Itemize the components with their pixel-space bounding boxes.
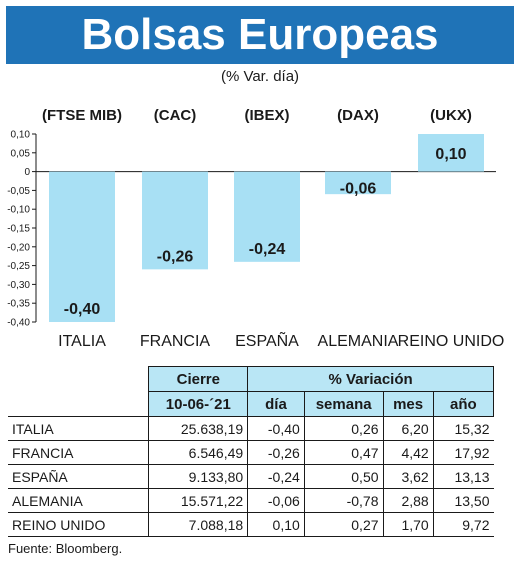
y-tick-label: -0,40 <box>7 318 30 329</box>
title-banner: Bolsas Europeas <box>6 6 514 64</box>
table-row: FRANCIA 6.546,49 -0,26 0,47 4,42 17,92 <box>8 440 494 465</box>
cell-mes: 2,88 <box>382 488 434 513</box>
table-header-row: Cierre % Variación <box>8 366 494 392</box>
header-mes: mes <box>382 391 434 417</box>
source-note: Fuente: Bloomberg. <box>8 541 123 556</box>
cell-mes: 1,70 <box>382 512 434 537</box>
cell-cierre: 7.088,18 <box>148 512 248 537</box>
y-tick-label: -0,35 <box>7 299 30 310</box>
cell-dia: -0,06 <box>247 488 305 513</box>
row-country-name: ESPAÑA <box>8 464 149 489</box>
row-country-name: FRANCIA <box>8 440 149 465</box>
y-tick-label: -0,30 <box>7 280 30 291</box>
bar <box>142 171 208 270</box>
category-label: ITALIA <box>58 333 106 350</box>
cell-cierre: 9.133,80 <box>148 464 248 489</box>
data-label: 0,10 <box>435 146 466 163</box>
category-label: FRANCIA <box>140 333 211 350</box>
cell-semana: 0,50 <box>303 464 384 489</box>
cell-ano: 17,92 <box>432 440 494 465</box>
header-variacion: % Variación <box>247 366 494 392</box>
bar <box>325 171 391 195</box>
table-row: ITALIA 25.638,19 -0,40 0,26 6,20 15,32 <box>8 416 494 441</box>
table-row: REINO UNIDO 7.088,18 0,10 0,27 1,70 9,72 <box>8 512 494 537</box>
row-country-name: ALEMANIA <box>8 488 149 513</box>
row-country-name: REINO UNIDO <box>8 512 149 537</box>
table-subheader-row: 10-06-´21 día semana mes año <box>8 391 495 417</box>
bar <box>234 171 300 262</box>
cell-mes: 6,20 <box>382 416 434 441</box>
y-tick-label: 0,10 <box>11 130 31 141</box>
data-label: -0,26 <box>157 248 194 265</box>
cell-dia: -0,26 <box>247 440 305 465</box>
cell-semana: -0,78 <box>303 488 384 513</box>
category-label: ESPAÑA <box>235 330 299 350</box>
y-tick-label: -0,15 <box>7 224 30 235</box>
y-tick-label: 0 <box>24 167 30 178</box>
table-corner <box>8 366 150 392</box>
data-label: -0,24 <box>249 241 286 258</box>
chart-title: Bolsas Europeas <box>81 10 439 59</box>
cell-ano: 15,32 <box>432 416 494 441</box>
index-label: (IBEX) <box>245 107 290 124</box>
data-label: -0,40 <box>64 301 101 318</box>
index-label: (CAC) <box>154 107 197 124</box>
table-row: ALEMANIA 15.571,22 -0,06 -0,78 2,88 13,50 <box>8 488 494 513</box>
cell-cierre: 6.546,49 <box>148 440 248 465</box>
cell-cierre: 25.638,19 <box>148 416 248 441</box>
category-label: REINO UNIDO <box>398 333 505 350</box>
index-label: (UKX) <box>430 107 472 124</box>
header-cierre: Cierre <box>148 366 249 392</box>
cell-dia: -0,40 <box>247 416 305 441</box>
header-dia: día <box>247 391 305 417</box>
header-date: 10-06-´21 <box>148 391 249 417</box>
y-tick-label: 0,05 <box>11 148 31 159</box>
cell-ano: 13,13 <box>432 464 494 489</box>
header-semana: semana <box>303 391 384 417</box>
cell-mes: 4,42 <box>382 440 434 465</box>
data-label: -0,06 <box>340 181 377 198</box>
header-ano: año <box>432 391 495 417</box>
bar <box>418 134 484 172</box>
index-label: (FTSE MIB) <box>42 107 122 124</box>
bar <box>49 171 115 322</box>
cell-mes: 3,62 <box>382 464 434 489</box>
cell-semana: 0,47 <box>303 440 384 465</box>
cell-cierre: 15.571,22 <box>148 488 248 513</box>
table-corner-2 <box>8 391 150 417</box>
y-tick-label: -0,10 <box>7 205 30 216</box>
y-tick-label: -0,05 <box>7 186 30 197</box>
y-tick-label: -0,20 <box>7 242 30 253</box>
table-row: ESPAÑA 9.133,80 -0,24 0,50 3,62 13,13 <box>8 464 494 489</box>
chart-subtitle: (% Var. día) <box>220 68 300 85</box>
index-label: (DAX) <box>337 107 379 124</box>
data-table: Cierre % Variación 10-06-´21 día semana … <box>8 366 495 537</box>
y-tick-label: -0,25 <box>7 261 30 272</box>
cell-semana: 0,27 <box>303 512 384 537</box>
cell-semana: 0,26 <box>303 416 384 441</box>
cell-ano: 9,72 <box>432 512 494 537</box>
cell-dia: 0,10 <box>247 512 305 537</box>
category-label: ALEMANIA <box>318 333 399 350</box>
row-country-name: ITALIA <box>8 416 149 441</box>
cell-dia: -0,24 <box>247 464 305 489</box>
cell-ano: 13,50 <box>432 488 494 513</box>
bar-chart: 0,10 0,05 0 -0,05 -0,10 -0,15 -0,20 -0,25 -0,30 -… <box>7 107 505 350</box>
